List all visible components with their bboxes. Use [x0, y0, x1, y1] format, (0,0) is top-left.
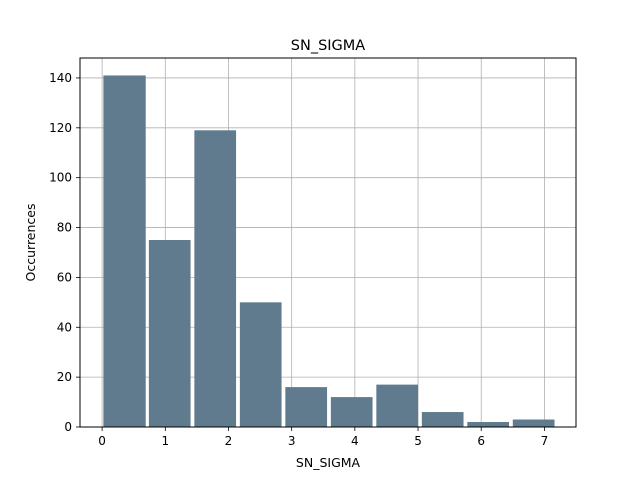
bars	[103, 75, 555, 428]
x-tick-label: 0	[98, 434, 106, 448]
x-axis-label: SN_SIGMA	[296, 455, 361, 470]
y-axis-ticks: 0 20 40 60 80 100 120 140	[49, 71, 80, 434]
x-tick-label: 3	[288, 434, 296, 448]
histogram-bar	[330, 397, 373, 427]
y-tick-label: 120	[49, 121, 72, 135]
histogram-bar	[467, 422, 510, 427]
histogram-bar	[239, 302, 282, 427]
x-tick-label: 1	[161, 434, 169, 448]
histogram-bar	[376, 384, 419, 427]
y-tick-label: 80	[57, 221, 72, 235]
histogram-bar	[512, 419, 555, 427]
x-tick-label: 4	[351, 434, 359, 448]
y-tick-label: 60	[57, 270, 72, 284]
histogram-bar	[148, 240, 191, 427]
histogram-bar	[103, 75, 146, 428]
y-tick-label: 0	[64, 420, 72, 434]
x-tick-label: 5	[414, 434, 422, 448]
chart-title: SN_SIGMA	[291, 38, 366, 54]
x-tick-label: 6	[477, 434, 485, 448]
histogram-bar	[285, 387, 328, 427]
y-axis-label: Occurrences	[23, 204, 38, 282]
plot-area-frame	[79, 57, 577, 428]
y-tick-label: 100	[49, 171, 72, 185]
y-tick-label: 40	[57, 320, 72, 334]
histogram-bar	[421, 412, 464, 427]
x-tick-label: 2	[225, 434, 233, 448]
x-tick-label: 7	[541, 434, 549, 448]
histogram-bar	[194, 130, 237, 427]
y-tick-label: 20	[57, 370, 72, 384]
y-tick-label: 140	[49, 71, 72, 85]
x-axis-ticks: 0 1 2 3 4 5 6 7	[98, 427, 548, 448]
